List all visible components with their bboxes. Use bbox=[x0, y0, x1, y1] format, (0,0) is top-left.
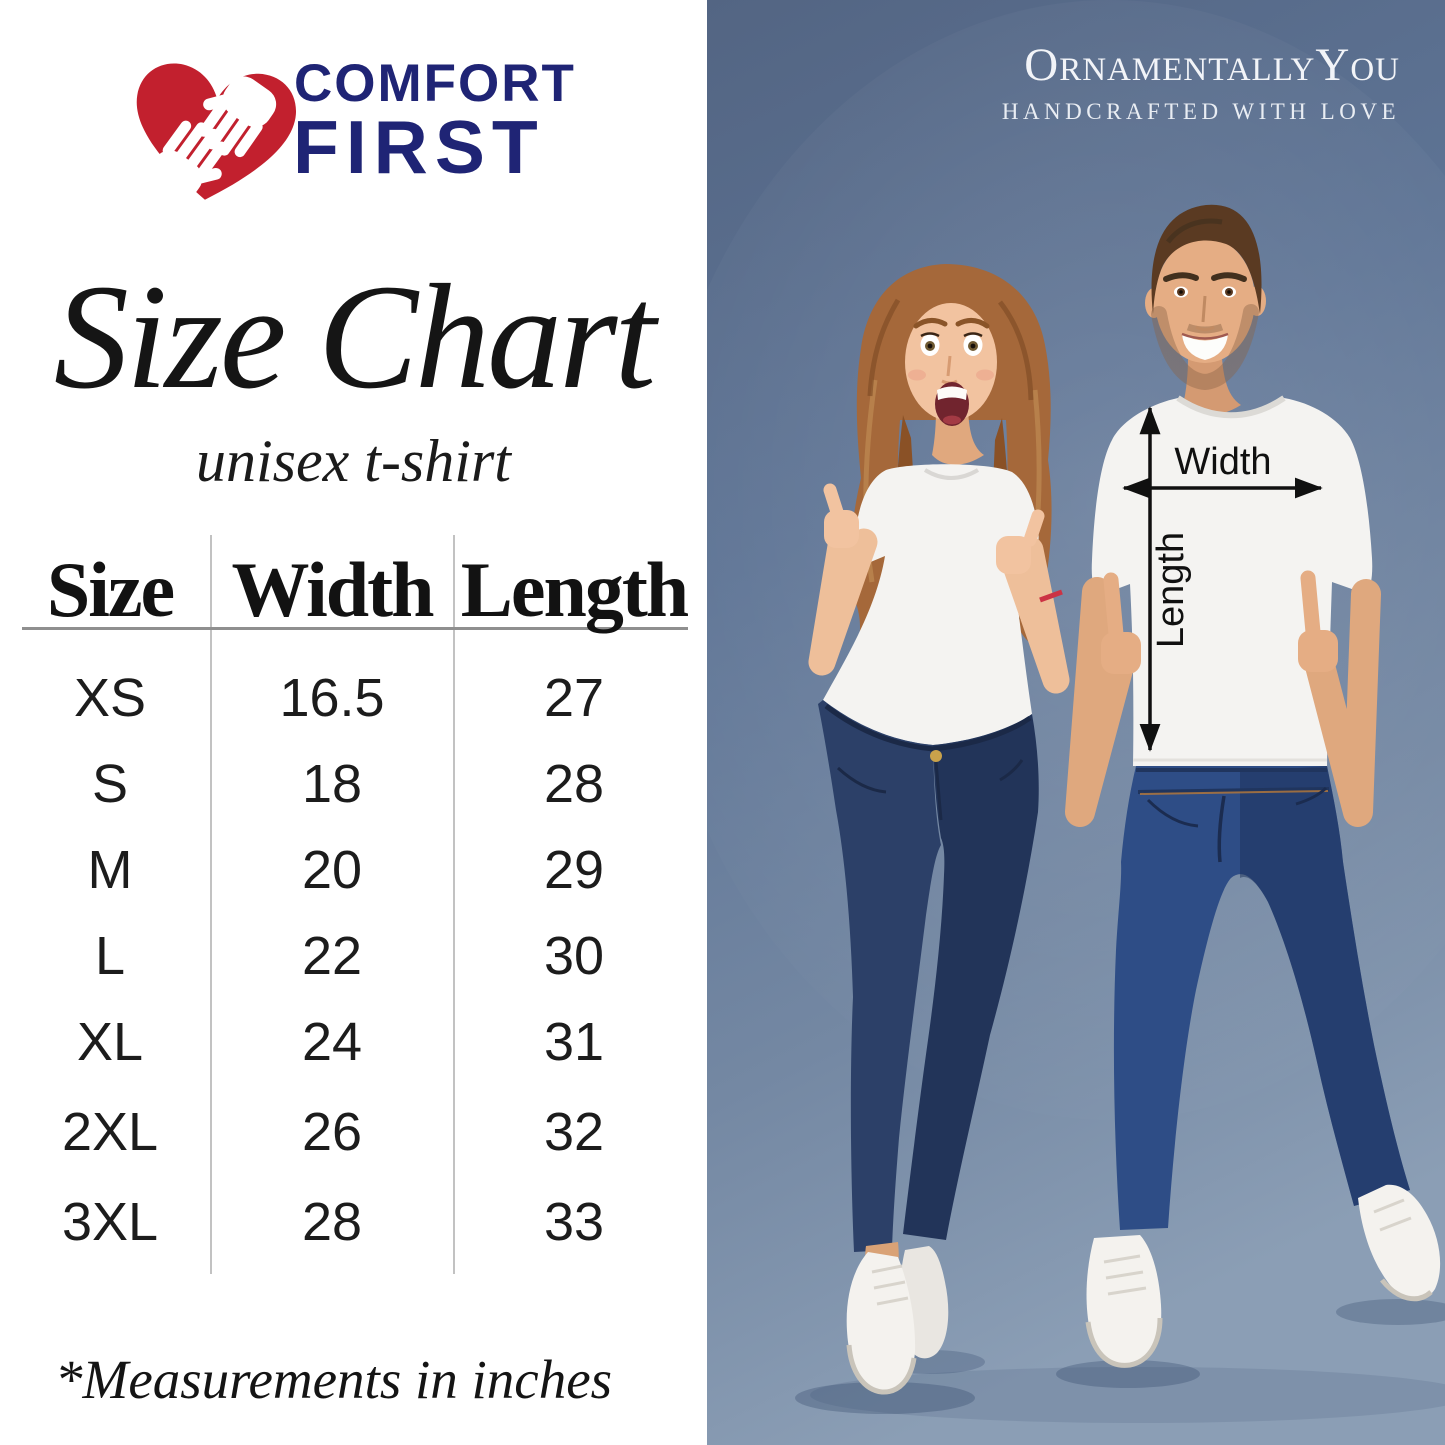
woman-figure bbox=[808, 264, 1070, 1395]
thumbs-up-left-hand bbox=[823, 483, 859, 548]
woman-arms bbox=[808, 483, 1070, 694]
width-cell: 26 bbox=[301, 1102, 363, 1162]
woman-jeans bbox=[818, 700, 941, 1252]
length-label: Length bbox=[1150, 532, 1192, 648]
heart-hands-icon bbox=[136, 62, 296, 208]
length-cell: 33 bbox=[543, 1192, 605, 1252]
brand-name: OrnamentallyYou bbox=[1024, 39, 1400, 91]
measurements-footnote: *Measurements in inches bbox=[55, 1349, 613, 1410]
page-title: Size Chart bbox=[53, 254, 656, 420]
width-cell: 28 bbox=[301, 1192, 363, 1252]
length-cell: 31 bbox=[543, 1012, 605, 1072]
logo-word-comfort: COMFORT bbox=[294, 54, 576, 113]
table-header-rule bbox=[22, 627, 688, 630]
thumbs-up-left-hand bbox=[1101, 572, 1141, 674]
thumbs-up-right-hand bbox=[1298, 570, 1338, 672]
column-header-width: Width bbox=[231, 546, 435, 633]
column-header-length: Length bbox=[460, 546, 689, 633]
width-cell: 18 bbox=[301, 754, 363, 814]
width-cell: 16.5 bbox=[279, 668, 385, 728]
woman-tshirt bbox=[823, 464, 1039, 745]
man-sneakers bbox=[1085, 1184, 1441, 1368]
thumbs-up-right-hand bbox=[996, 509, 1045, 574]
length-cell: 29 bbox=[543, 840, 605, 900]
length-cell: 27 bbox=[543, 668, 605, 728]
man-smile bbox=[1181, 332, 1229, 360]
width-label: Width bbox=[1174, 441, 1271, 483]
woman-sneakers bbox=[846, 1246, 949, 1395]
size-cell: 2XL bbox=[61, 1102, 159, 1162]
length-cell: 30 bbox=[543, 926, 605, 986]
length-cell: 28 bbox=[543, 754, 605, 814]
brand-tagline: HANDCRAFTED WITH LOVE bbox=[1001, 99, 1400, 124]
size-cell: XS bbox=[73, 668, 147, 728]
woman-open-smile bbox=[935, 382, 969, 426]
size-cell: S bbox=[91, 754, 129, 814]
woman-eyes bbox=[920, 332, 983, 356]
width-cell: 20 bbox=[301, 840, 363, 900]
width-cell: 22 bbox=[301, 926, 363, 986]
size-cell: XL bbox=[76, 1012, 144, 1072]
size-cell: L bbox=[94, 926, 126, 986]
size-cell: 3XL bbox=[61, 1192, 159, 1252]
width-cell: 24 bbox=[301, 1012, 363, 1072]
table-divider bbox=[453, 535, 455, 1274]
size-cell: M bbox=[87, 840, 133, 900]
logo-word-first: FIRST bbox=[293, 105, 545, 189]
man-arms bbox=[1065, 570, 1381, 827]
measurement-annotations: Width Length bbox=[1122, 406, 1323, 752]
floor-shadows bbox=[795, 1299, 1445, 1423]
photo-panel: Width Length OrnamentallyYou HANDCRAFTED… bbox=[650, 0, 1445, 1445]
size-chart-panel: COMFORT FIRST Size Chart unisex t-shirt … bbox=[0, 0, 707, 1445]
table-divider bbox=[210, 535, 212, 1274]
length-cell: 32 bbox=[543, 1102, 605, 1162]
couple-photo: Width Length bbox=[650, 0, 1445, 1445]
man-eyes bbox=[1174, 286, 1236, 298]
column-header-size: Size bbox=[46, 546, 175, 633]
page-subtitle: unisex t-shirt bbox=[196, 428, 511, 494]
